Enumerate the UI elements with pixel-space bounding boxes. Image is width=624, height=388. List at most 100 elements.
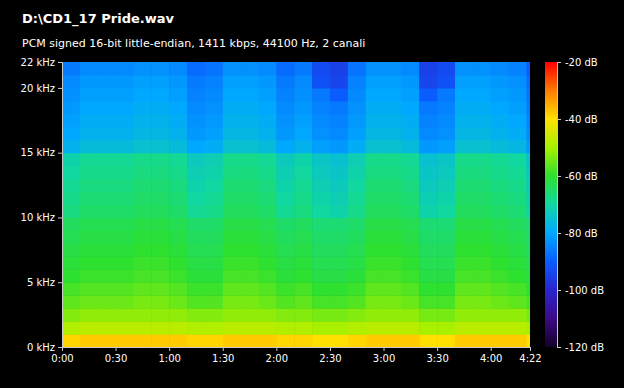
cell [366,192,384,206]
cell [187,192,205,206]
cell [62,192,80,206]
cell [366,140,384,154]
tick: 1:00 [158,347,180,364]
cell [348,269,366,283]
cell [366,230,384,244]
cell [312,140,330,154]
cell [401,153,419,167]
cell [294,217,312,231]
cell [509,205,527,219]
cell [312,192,330,206]
cell [223,334,241,347]
cell [276,127,294,141]
cell [437,205,455,219]
cell [348,192,366,206]
cell [366,88,384,102]
cell [169,282,187,296]
cell [330,140,348,154]
cell [294,114,312,128]
tick-mark [58,88,62,89]
cell [384,256,402,270]
cell [205,295,223,309]
cell [169,179,187,193]
tick-mark [557,347,561,348]
cell [473,114,491,128]
tick: 3:30 [426,347,448,364]
cell [419,101,437,115]
cell [294,101,312,115]
cell [294,127,312,141]
cell [473,166,491,180]
cell [419,308,437,322]
cell [526,334,530,347]
cell [330,88,348,102]
cell [258,334,276,347]
cell [455,230,473,244]
cell [294,140,312,154]
cell [384,217,402,231]
cell [276,166,294,180]
cell [491,88,509,102]
cell [384,88,402,102]
cell [491,166,509,180]
cell [151,230,169,244]
cell [526,217,530,231]
cell [509,282,527,296]
tick: -60 dB [557,171,598,182]
cell [116,282,134,296]
cell [455,88,473,102]
cell [205,282,223,296]
cell [437,75,455,89]
cell [366,217,384,231]
cell [473,205,491,219]
cell [509,127,527,141]
cell [348,243,366,257]
cell [330,295,348,309]
cell [491,269,509,283]
cell [98,153,116,167]
cell [526,308,530,322]
cell [384,282,402,296]
cell [169,243,187,257]
cell [455,217,473,231]
cell [258,256,276,270]
cell [169,295,187,309]
cell [437,295,455,309]
cell [401,230,419,244]
cell [151,321,169,335]
cell [455,192,473,206]
cell [330,192,348,206]
cell [151,205,169,219]
cell [491,334,509,347]
cell [473,321,491,335]
cell [384,308,402,322]
cell [169,230,187,244]
cell [98,166,116,180]
cell [258,153,276,167]
cell [348,62,366,76]
cell [98,243,116,257]
cell [312,101,330,115]
cell [330,153,348,167]
tick-mark [491,347,492,351]
cell [276,334,294,347]
cell [80,217,98,231]
cell [98,75,116,89]
cell [526,88,530,102]
tick-mark [58,153,62,154]
cell [366,308,384,322]
cell [258,295,276,309]
subtitle: PCM signed 16-bit little-endian, 1411 kb… [22,37,365,50]
cell [384,334,402,347]
cell [366,101,384,115]
cell [169,62,187,76]
cell [151,256,169,270]
cell [401,192,419,206]
cell [455,334,473,347]
cell [473,127,491,141]
tick-label: -120 dB [565,342,604,353]
cell [491,243,509,257]
cell [526,166,530,180]
cell [437,217,455,231]
cell [205,334,223,347]
